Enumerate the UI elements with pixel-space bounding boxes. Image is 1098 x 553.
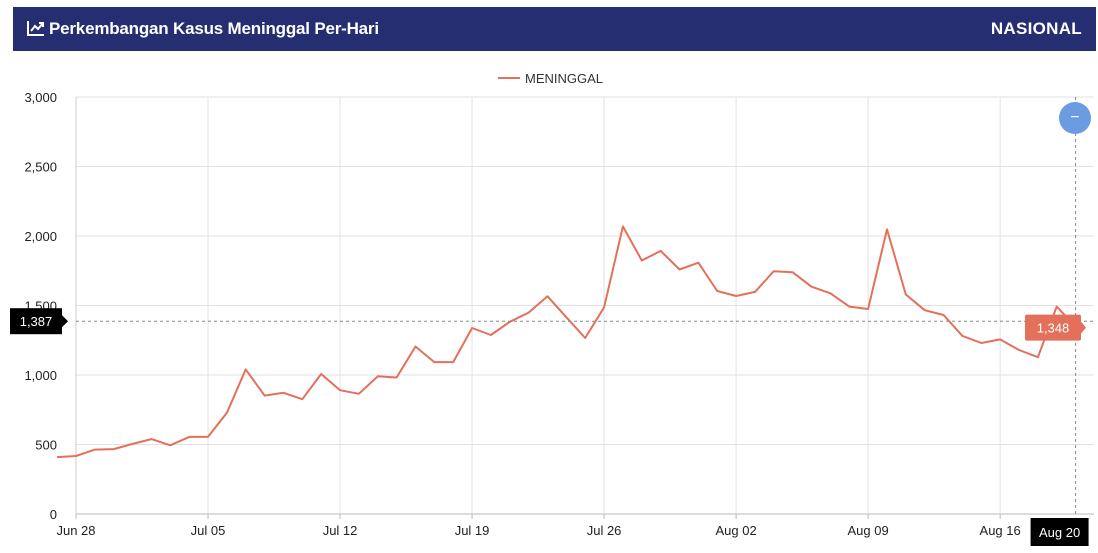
- y-tick-label: 2,000: [24, 229, 57, 244]
- zoom-reset-button[interactable]: −: [1059, 102, 1091, 134]
- value-tooltip-box: [1025, 314, 1081, 341]
- x-tick-label: Jul 19: [455, 523, 490, 538]
- value-tooltip-label: 1,348: [1037, 321, 1070, 336]
- chart-title: Perkembangan Kasus Meninggal Per-Hari: [49, 19, 379, 38]
- crosshair-y-label-box: [10, 308, 62, 335]
- crosshair-x-label-box: [1030, 518, 1089, 546]
- x-tick-label: Aug 16: [980, 523, 1021, 538]
- legend-label: MENINGGAL: [525, 71, 603, 86]
- zoom-button-circle[interactable]: [1059, 102, 1091, 134]
- grid-lines: [76, 96, 1094, 515]
- x-tick-label: Jul 12: [323, 523, 358, 538]
- value-tooltip-pointer: [1081, 321, 1086, 334]
- legend[interactable]: MENINGGAL: [498, 71, 603, 86]
- x-axis: Jun 28 Jul 05 Jul 12 Jul 19 Jul 26 Aug 02 Aug …: [56, 513, 1094, 538]
- x-tick-label: Aug 02: [715, 523, 756, 538]
- line-chart-icon: [27, 21, 44, 36]
- x-tick-label: Jun 28: [56, 523, 95, 538]
- x-tick-label: Aug 09: [848, 523, 889, 538]
- series-line-meninggal: [57, 225, 1077, 459]
- crosshair-y-label: 1,387: [20, 314, 53, 329]
- y-tick-label: 3,000: [24, 90, 57, 105]
- x-tick-label: Jul 05: [191, 523, 226, 538]
- x-tick-label: Jul 26: [587, 523, 622, 538]
- y-tick-label: 2,500: [24, 160, 57, 175]
- crosshair-y-label-pointer: [62, 315, 68, 328]
- y-tick-label: 500: [35, 438, 57, 453]
- crosshair: 1,387 Aug 20 1,348: [10, 97, 1094, 546]
- scope-label: NASIONAL: [990, 19, 1082, 38]
- chart-header: Perkembangan Kasus Meninggal Per-Hari NA…: [13, 7, 1096, 51]
- minus-icon[interactable]: −: [1070, 109, 1079, 126]
- crosshair-x-label: Aug 20: [1039, 525, 1080, 540]
- series-layer: [57, 225, 1077, 459]
- y-tick-label: 0: [50, 507, 57, 522]
- y-tick-label: 1,000: [24, 368, 57, 383]
